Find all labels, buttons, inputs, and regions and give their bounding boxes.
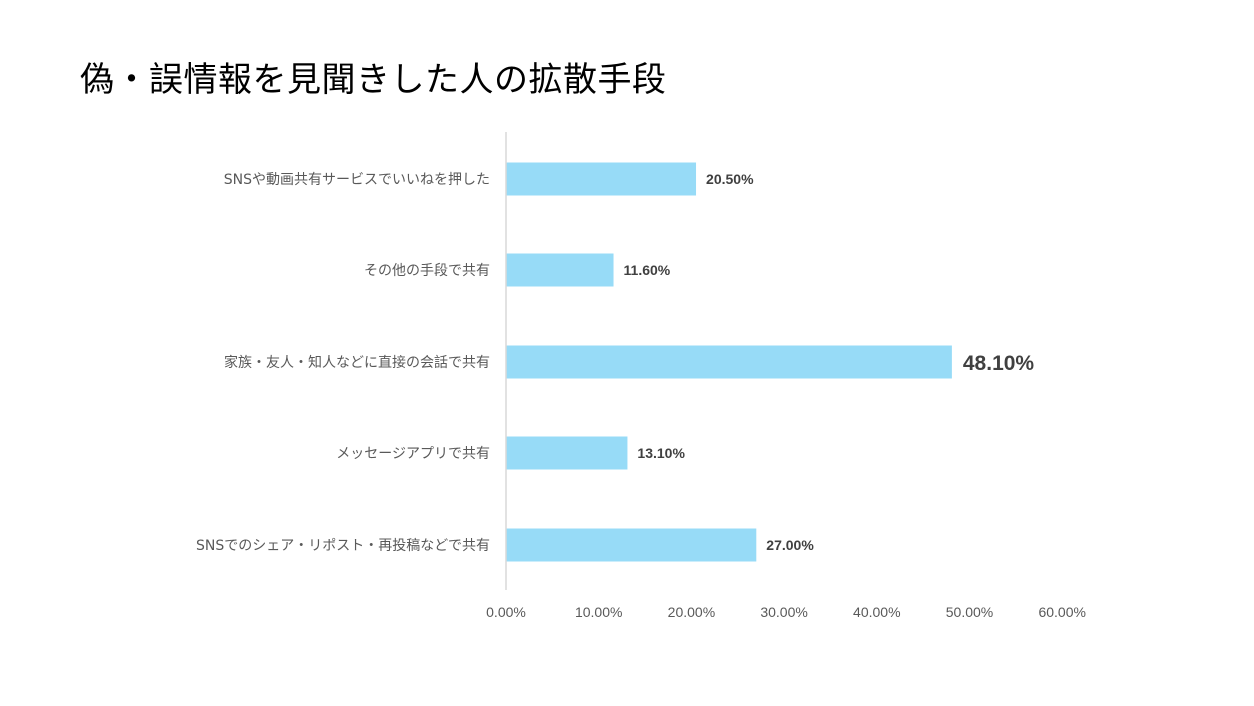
- bar-4: [506, 436, 628, 470]
- bar-1: [506, 162, 697, 196]
- data-label-2: 11.60%: [624, 262, 671, 278]
- bar-2: [506, 253, 614, 287]
- category-label-2: その他の手段で共有: [364, 263, 490, 279]
- data-label-1: 20.50%: [706, 171, 754, 187]
- data-labels: 20.50% 11.60% 48.10% 13.10% 27.00%: [624, 171, 1035, 553]
- category-labels: SNSや動画共有サービスでいいねを押したその他の手段で共有家族・友人・知人などに…: [196, 172, 490, 554]
- x-tick-label-1: 10.00%: [575, 604, 622, 620]
- category-label-1: SNSや動画共有サービスでいいねを押した: [224, 172, 490, 188]
- page-title: 偽・誤情報を見聞きした人の拡散手段: [80, 60, 667, 100]
- x-tick-label-5: 50.00%: [946, 604, 993, 620]
- data-label-3: 48.10%: [963, 352, 1035, 375]
- bar-3: [506, 345, 952, 379]
- data-label-5: 27.00%: [766, 537, 814, 553]
- bars-layer: [506, 162, 952, 562]
- x-tick-label-6: 60.00%: [1038, 604, 1085, 620]
- category-label-5: SNSでのシェア・リポスト・再投稿などで共有: [196, 538, 490, 554]
- bar-5: [506, 528, 757, 562]
- category-label-3: 家族・友人・知人などに直接の会話で共有: [224, 354, 490, 371]
- category-label-4: メッセージアプリで共有: [336, 446, 490, 462]
- x-tick-label-0: 0.00%: [486, 604, 526, 620]
- x-tick-label-3: 30.00%: [760, 604, 807, 620]
- data-label-4: 13.10%: [637, 445, 685, 461]
- x-axis-ticks: 0.00% 10.00% 20.00% 30.00% 40.00% 50.00% 60.00…: [486, 604, 1086, 620]
- x-tick-label-4: 40.00%: [853, 604, 900, 620]
- x-tick-label-2: 20.00%: [668, 604, 715, 620]
